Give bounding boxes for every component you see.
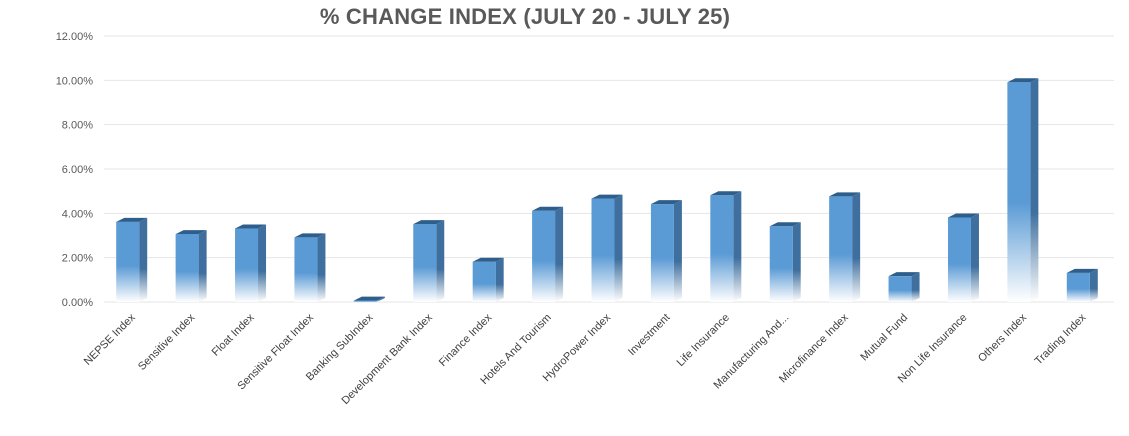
bar-front [888, 276, 912, 302]
bar-side [673, 200, 682, 302]
bar [294, 233, 326, 302]
x-category-label: Float Index [210, 311, 257, 358]
x-category-label: Life Insurance [675, 312, 732, 369]
bar [532, 206, 564, 302]
bar-top [1066, 268, 1098, 273]
bar-top [888, 272, 920, 277]
bar-side [555, 206, 564, 302]
bar-top [116, 217, 148, 222]
y-tick-label: 4.00% [62, 208, 93, 220]
bar-front [947, 217, 971, 302]
y-tick-label: 0.00% [62, 297, 93, 309]
bar-top [769, 222, 801, 227]
bar [116, 217, 148, 302]
bar-front [769, 226, 793, 302]
x-category-label: Finance Index [437, 311, 495, 369]
bar [472, 257, 504, 302]
bar [1007, 78, 1039, 302]
y-tick-label: 2.00% [62, 253, 93, 265]
x-category-label: NEPSE Index [82, 311, 138, 367]
bar-top [413, 220, 445, 225]
bar [769, 222, 801, 302]
bar-top [294, 233, 326, 238]
y-tick-label: 12.00% [56, 31, 94, 43]
bar [650, 200, 682, 302]
y-axis-ticks: 0.00% 2.00% 4.00% 6.00% 8.00% 10.00% 12.00% [56, 31, 94, 309]
bar-front [532, 210, 556, 302]
bar [591, 194, 623, 302]
x-category-label: Investment [626, 312, 673, 359]
bar-front [413, 224, 437, 302]
bar-side [436, 220, 445, 302]
bar-side [852, 192, 861, 302]
x-category-label: Others Index [976, 311, 1029, 364]
bar-top [1007, 78, 1039, 83]
chart-title: % CHANGE INDEX (JULY 20 - JULY 25) [319, 4, 731, 29]
bar-side [139, 217, 148, 302]
bar-front [353, 300, 377, 302]
bar-front [175, 234, 199, 302]
bar-front [235, 228, 259, 302]
bar-top [472, 257, 504, 262]
bar-top [591, 194, 623, 199]
bar [235, 224, 267, 302]
bar-top [175, 230, 207, 235]
bar-top [710, 191, 742, 196]
bar [947, 213, 979, 302]
bar-side [970, 213, 979, 302]
bar [710, 191, 742, 302]
bar-side [1089, 268, 1098, 302]
bar-side [317, 233, 326, 302]
x-category-label: Sensitive Index [136, 311, 198, 373]
bar-side [495, 257, 504, 302]
bar-top [532, 206, 564, 211]
bar [413, 220, 445, 302]
bar-top [235, 224, 267, 229]
x-category-label: Trading Index [1033, 311, 1089, 367]
bar-side [1030, 78, 1039, 302]
bar-top [353, 296, 385, 301]
bar-side [733, 191, 742, 302]
bar-top [650, 200, 682, 205]
bar-front [1066, 272, 1090, 302]
x-category-label: Mutual Fund [858, 312, 910, 364]
bar-side [258, 224, 267, 302]
bar-front [116, 221, 140, 302]
bar-front [294, 237, 318, 302]
bar-front [1007, 82, 1031, 302]
bar-front [829, 196, 853, 302]
bar-side [792, 222, 801, 302]
bar-front [591, 198, 615, 302]
bar-top [829, 192, 861, 197]
bar [888, 272, 920, 302]
bar-front [472, 261, 496, 302]
bar-front [710, 195, 734, 302]
bar [1066, 268, 1098, 302]
bar-side [198, 230, 207, 302]
bar [829, 192, 861, 302]
bar-side [376, 296, 385, 302]
bar-front [650, 204, 674, 302]
y-tick-label: 6.00% [62, 164, 93, 176]
bar [353, 296, 385, 302]
y-tick-label: 10.00% [56, 75, 94, 87]
bar [175, 230, 207, 302]
bar-top [947, 213, 979, 218]
bar-side [911, 272, 920, 302]
bar-side [614, 194, 623, 302]
y-tick-label: 8.00% [62, 120, 93, 132]
bars [116, 78, 1098, 302]
